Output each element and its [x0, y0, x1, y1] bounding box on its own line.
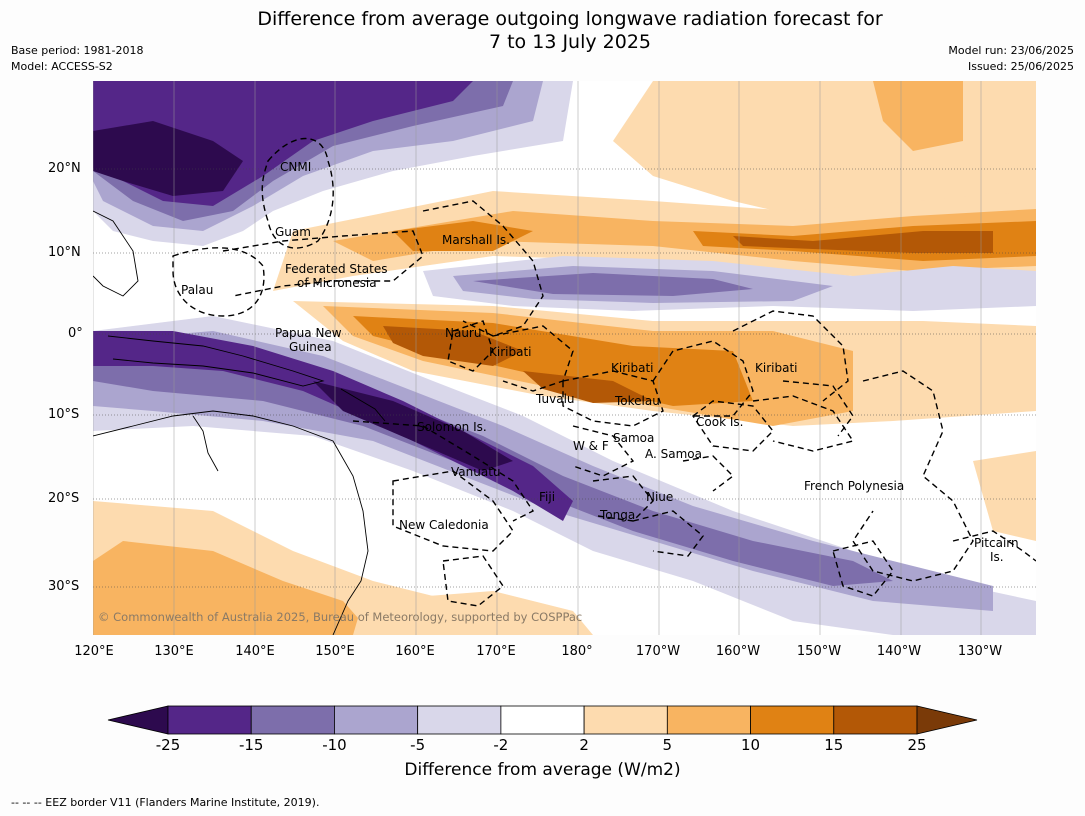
- anomaly-negative-15-25: [93, 331, 573, 521]
- anomaly-map: CNMI Guam Marshall Is. Federated States …: [93, 81, 1036, 635]
- place-label: Nauru: [445, 326, 481, 340]
- x-tick-label: 130°W: [957, 644, 1003, 659]
- place-label: Papua New: [275, 326, 342, 340]
- colorbar-tick-label: -15: [238, 736, 264, 754]
- place-label: Federated States: [285, 262, 387, 276]
- place-label: Kiribati: [755, 361, 797, 375]
- x-tick-label: 170°E: [476, 644, 516, 659]
- x-tick-label: 160°E: [395, 644, 435, 659]
- place-label: Is.: [990, 550, 1004, 564]
- x-tick-label: 180°: [561, 644, 593, 659]
- colorbar-tick-label: -25: [155, 736, 181, 754]
- eez-borders: [172, 137, 1036, 607]
- place-label: Vanuatu: [451, 465, 501, 479]
- place-label: A. Samoa: [645, 447, 702, 461]
- colorbar-segment: [417, 705, 502, 735]
- place-label: Marshall Is.: [442, 233, 510, 247]
- place-label: Cook Is.: [696, 415, 743, 429]
- x-tick-label: 140°E: [235, 644, 275, 659]
- colorbar-tick-label: -2: [493, 736, 509, 754]
- anomaly-negative-10-15: [473, 273, 753, 296]
- anomaly-positive-10-15: [393, 221, 533, 251]
- meridians: [93, 81, 982, 635]
- place-label: Tonga: [599, 508, 635, 522]
- place-label: Guam: [275, 225, 311, 239]
- gridlines: [93, 168, 1036, 588]
- place-label: Kiribati: [611, 361, 653, 375]
- place-label: Guinea: [289, 340, 332, 354]
- place-label: W & F: [573, 439, 609, 453]
- anomaly-negative-below-25: [313, 381, 513, 471]
- model-name: Model: ACCESS-S2: [11, 60, 113, 73]
- place-label: French Polynesia: [804, 479, 904, 493]
- place-label: New Caledonia: [399, 518, 489, 532]
- x-tick-label: 170°W: [635, 644, 681, 659]
- colorbar-segment: [833, 705, 918, 735]
- colorbar-tick-label: 10: [741, 736, 761, 754]
- colorbar-tick-label: 25: [907, 736, 927, 754]
- colorbar-arrow-max: [916, 705, 978, 735]
- x-tick-label: 160°W: [715, 644, 761, 659]
- place-label: Tokelau: [614, 394, 660, 408]
- place-label: Pitcairn: [974, 536, 1019, 550]
- y-tick-label: 20°N: [48, 161, 81, 176]
- issued-date: Issued: 25/06/2025: [967, 60, 1074, 73]
- x-tick-label: 150°W: [796, 644, 842, 659]
- place-label: Solomon Is.: [417, 420, 487, 434]
- colorbar-segment: [583, 705, 668, 735]
- base-period: Base period: 1981-2018: [11, 44, 144, 57]
- place-label: CNMI: [280, 160, 311, 174]
- y-tick-label: 0°: [68, 326, 83, 341]
- colorbar-label: Difference from average (W/m2): [404, 760, 681, 780]
- x-tick-label: 140°W: [876, 644, 922, 659]
- colorbar-segment: [167, 705, 252, 735]
- anomaly-positive-2-5: [973, 451, 1036, 541]
- y-tick-label: 30°S: [48, 579, 80, 594]
- y-tick-label: 10°S: [48, 407, 80, 422]
- colorbar-tick-label: 2: [579, 736, 589, 754]
- copyright-notice: © Commonwealth of Australia 2025, Bureau…: [98, 610, 582, 624]
- colorbar-segment: [666, 705, 751, 735]
- model-run: Model run: 23/06/2025: [948, 44, 1074, 57]
- eez-footnote: -- -- -- EEZ border V11 (Flanders Marine…: [11, 796, 320, 809]
- y-tick-label: 20°S: [48, 491, 80, 506]
- colorbar-arrow-min: [107, 705, 169, 735]
- colorbar-tick-label: 15: [824, 736, 844, 754]
- y-tick-label: 10°N: [48, 245, 81, 260]
- anomaly-positive-5-10: [873, 81, 963, 151]
- title-line-2: 7 to 13 July 2025: [488, 31, 652, 53]
- colorbar-segment: [334, 705, 419, 735]
- title-line-1: Difference from average outgoing longwav…: [257, 8, 883, 30]
- anomaly-positive-15-25: [523, 371, 653, 403]
- colorbar-tick-label: -5: [410, 736, 426, 754]
- x-tick-label: 150°E: [315, 644, 355, 659]
- place-label: Niue: [646, 490, 673, 504]
- meta-left: Base period: 1981-2018 Model: ACCESS-S2: [11, 43, 143, 75]
- place-label: Kiribati: [489, 345, 531, 359]
- x-tick-label: 120°E: [74, 644, 114, 659]
- meta-right: Model run: 23/06/2025 Issued: 25/06/2025: [948, 43, 1074, 75]
- place-label: Palau: [181, 283, 213, 297]
- x-tick-label: 130°E: [154, 644, 194, 659]
- colorbar-tick-label: -10: [322, 736, 347, 754]
- place-label: of Micronesia: [297, 276, 377, 290]
- anomaly-positive-5-10: [93, 541, 373, 635]
- place-label: Samoa: [613, 431, 654, 445]
- colorbar-segment: [750, 705, 835, 735]
- anomaly-positive-2-5: [353, 591, 593, 635]
- anomaly-negative-below-25: [93, 121, 243, 196]
- colorbar: [107, 705, 978, 735]
- coastlines: [93, 210, 386, 635]
- colorbar-segment: [250, 705, 335, 735]
- map-area: CNMI Guam Marshall Is. Federated States …: [93, 81, 1036, 635]
- colorbar-tick-label: 5: [662, 736, 673, 754]
- map-title: Difference from average outgoing longwav…: [0, 8, 1085, 54]
- colorbar-segment: [500, 705, 585, 735]
- place-label: Tuvalu: [535, 392, 575, 406]
- place-label: Fiji: [539, 490, 555, 504]
- anomaly-positive-15-25: [733, 231, 993, 253]
